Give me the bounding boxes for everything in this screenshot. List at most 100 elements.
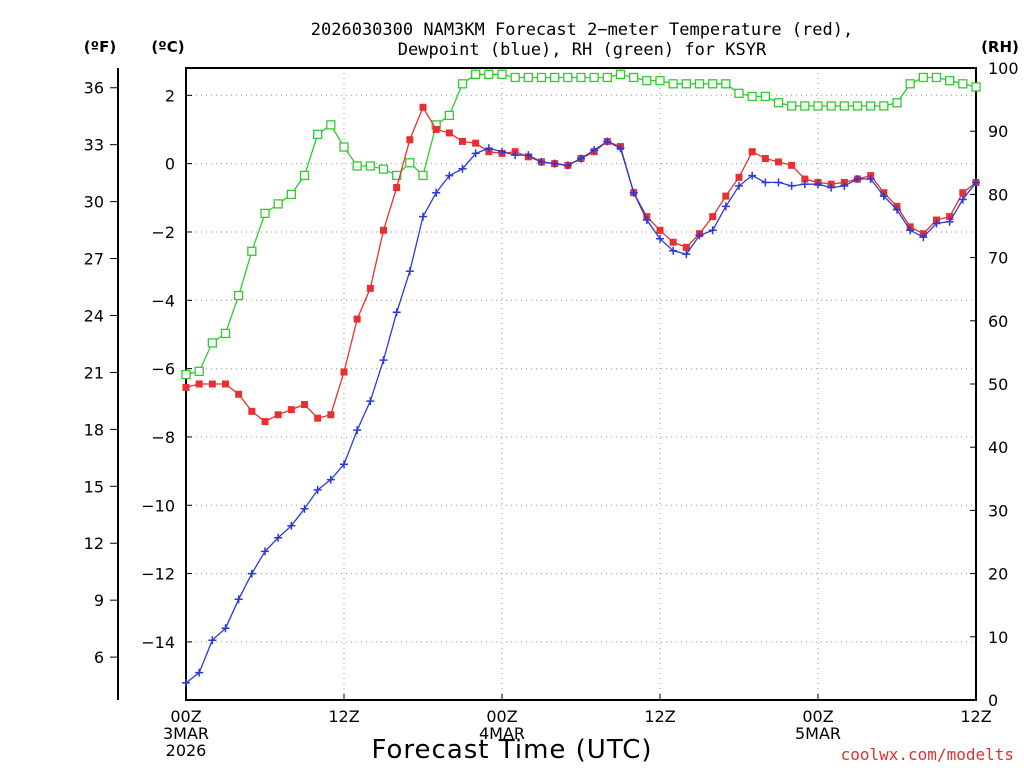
rh-point: [681, 79, 691, 89]
rh-point: [286, 189, 296, 200]
rh-tick-label: 10: [988, 628, 1008, 647]
dewpoint-point: [708, 226, 717, 235]
temperature-point: [959, 189, 967, 197]
rh-point: [602, 72, 612, 83]
dewpoint-point: [511, 151, 520, 160]
x-tick-label: 12Z: [644, 707, 675, 726]
fahrenheit-tick-label: 27: [84, 250, 104, 269]
fahrenheit-tick-label: 24: [84, 306, 104, 325]
temperature-point: [669, 238, 677, 246]
temperature-point: [366, 284, 374, 292]
temperature-point: [195, 380, 203, 388]
rh-point: [523, 72, 533, 83]
rh-point: [352, 161, 362, 171]
rh-point: [668, 79, 678, 89]
rh-point: [708, 79, 718, 89]
dewpoint-point: [682, 250, 691, 259]
dewpoint-point: [906, 226, 915, 235]
temperature-point: [432, 125, 440, 133]
dewpoint-point: [879, 192, 888, 201]
dewpoint-point: [208, 636, 217, 645]
celsius-tick-label: −4: [151, 291, 175, 310]
rh-point: [339, 142, 349, 152]
dewpoint-point: [445, 171, 454, 180]
dewpoint-point: [326, 475, 335, 484]
rh-point: [313, 129, 323, 140]
rh-point: [615, 69, 626, 79]
temperature-point: [222, 380, 229, 388]
dewpoint-point: [405, 267, 414, 276]
temperature-markers: [182, 103, 980, 426]
dewpoint-point: [274, 533, 283, 542]
x-tick-label: 4MAR: [479, 724, 525, 743]
temperature-point: [248, 407, 256, 415]
dewpoint-point: [392, 308, 401, 317]
dewpoint-point: [221, 624, 230, 633]
temperature-point: [788, 161, 796, 169]
rh-tick-label: 100: [988, 59, 1019, 78]
credit-link[interactable]: coolwx.com/modelts: [841, 745, 1014, 764]
temperature-point: [208, 380, 216, 388]
celsius-tick-label: −10: [141, 496, 175, 515]
dewpoint-point: [432, 188, 441, 197]
temperature-point: [682, 243, 690, 251]
dewpoint-point: [669, 246, 678, 255]
temperature-point: [775, 158, 782, 166]
rh-point: [747, 91, 757, 102]
rh-point: [852, 101, 863, 111]
dewpoint-point: [866, 175, 875, 184]
rh-point: [760, 91, 770, 102]
rh-point: [234, 290, 244, 301]
x-tick-label: 00Z: [802, 707, 833, 726]
rh-point: [734, 88, 744, 98]
rh-point: [378, 164, 389, 174]
dewpoint-point: [932, 219, 941, 228]
rh-point: [694, 79, 705, 89]
fahrenheit-unit-label: (ºF): [84, 38, 116, 56]
rh-tick-label: 80: [988, 185, 1008, 204]
x-tick-label: 00Z: [486, 707, 517, 726]
celsius-tick-label: −2: [151, 223, 175, 242]
rh-point: [471, 69, 481, 79]
temperature-point: [445, 129, 453, 137]
temperature-point: [261, 418, 269, 426]
temperature-point: [656, 226, 664, 234]
chart-title-line1: 2026030300 NAM3KM Forecast 2−meter Tempe…: [311, 20, 853, 40]
rh-point: [892, 98, 902, 108]
fahrenheit-tick-label: 18: [84, 420, 104, 439]
rh-line: [185, 73, 977, 376]
rh-point: [866, 101, 876, 111]
dewpoint-point: [958, 195, 967, 204]
rh-point: [326, 120, 336, 130]
dewpoint-point: [498, 147, 506, 156]
rh-point: [589, 72, 599, 83]
dewpoint-point: [537, 157, 546, 166]
x-tick-label: 2026: [166, 741, 207, 760]
dewpoint-point: [195, 668, 204, 677]
rh-point: [826, 101, 836, 111]
fahrenheit-tick-label: 33: [84, 136, 104, 155]
fahrenheit-tick-label: 12: [84, 534, 104, 553]
temperature-point: [419, 103, 427, 111]
dewpoint-point: [800, 180, 809, 189]
temperature-point: [393, 184, 401, 192]
rh-point: [497, 69, 507, 79]
fahrenheit-tick-label: 15: [84, 477, 104, 496]
dewpoint-point: [616, 144, 625, 153]
celsius-tick-label: 2: [165, 86, 175, 105]
data-series: [181, 69, 981, 687]
temperature-point: [353, 315, 361, 323]
rh-point: [945, 75, 955, 86]
rh-point: [181, 369, 191, 380]
celsius-tick-label: −6: [151, 360, 175, 379]
temperature-point: [735, 173, 743, 181]
rh-point: [550, 72, 560, 83]
rh-tick-label: 40: [988, 438, 1008, 457]
temperature-point: [340, 368, 348, 376]
rh-point: [918, 72, 928, 83]
fahrenheit-tick-label: 6: [94, 648, 104, 667]
temperature-point: [946, 213, 954, 221]
dewpoint-point: [550, 159, 559, 168]
